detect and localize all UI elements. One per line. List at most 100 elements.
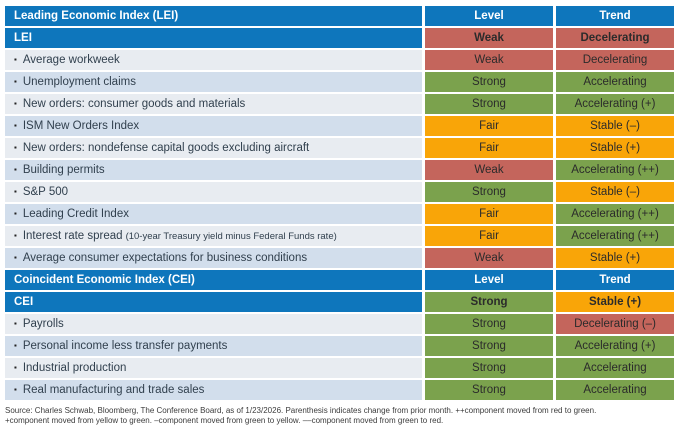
table-row: ▪ Building permits Weak Accelerating (++) xyxy=(5,160,679,180)
trend-badge: Accelerating (++) xyxy=(556,226,674,246)
trend-badge: Stable (+) xyxy=(556,248,674,268)
trend-badge: Stable (–) xyxy=(556,116,674,136)
section-summary-row: LEI Weak Decelerating xyxy=(5,28,679,48)
level-badge: Strong xyxy=(425,336,553,356)
level-column-header: Level xyxy=(425,6,553,26)
bullet-icon: ▪ xyxy=(14,362,17,372)
level-badge: Strong xyxy=(425,94,553,114)
indicator-label-text: Payrolls xyxy=(22,318,64,330)
footnote-line-1: Source: Charles Schwab, Bloomberg, The C… xyxy=(5,406,597,415)
level-badge: Fair xyxy=(425,116,553,136)
trend-badge: Accelerating (+) xyxy=(556,336,674,356)
table-row: ▪ Real manufacturing and trade sales Stron… xyxy=(5,380,679,400)
table-row: ▪ Personal income less transfer payments S… xyxy=(5,336,679,356)
trend-badge: Accelerating xyxy=(556,380,674,400)
table-row: ▪ Industrial production Strong Accelerating xyxy=(5,358,679,378)
table-row: ▪ ISM New Orders Index Fair Stable (–) xyxy=(5,116,679,136)
indicator-label: ▪ S&P 500 xyxy=(5,182,422,202)
level-badge: Strong xyxy=(425,358,553,378)
indicator-label: ▪ Average consumer expectations for busin… xyxy=(5,248,422,268)
table-row: ▪ Payrolls Strong Decelerating (–) xyxy=(5,314,679,334)
table-row: ▪ New orders: nondefense capital goods ex… xyxy=(5,138,679,158)
trend-badge: Decelerating xyxy=(556,50,674,70)
indicator-label-text: ISM New Orders Index xyxy=(22,120,140,132)
bullet-icon: ▪ xyxy=(14,208,17,218)
indicator-label-text: S&P 500 xyxy=(22,186,69,198)
indicator-label-text: Average workweek xyxy=(22,54,120,66)
section-title: Coincident Economic Index (CEI) xyxy=(5,270,422,290)
bullet-icon: ▪ xyxy=(14,384,17,394)
bullet-icon: ▪ xyxy=(14,120,17,130)
level-badge: Weak xyxy=(425,160,553,180)
level-badge: Fair xyxy=(425,204,553,224)
section-header-row: Coincident Economic Index (CEI) Level Tren… xyxy=(5,270,679,290)
level-badge: Strong xyxy=(425,182,553,202)
trend-badge: Accelerating xyxy=(556,358,674,378)
bullet-icon: ▪ xyxy=(14,318,17,328)
trend-badge: Accelerating (++) xyxy=(556,204,674,224)
trend-badge: Decelerating (–) xyxy=(556,314,674,334)
indicator-label: ▪ Real manufacturing and trade sales xyxy=(5,380,422,400)
section-summary-row: CEI Strong Stable (+) xyxy=(5,292,679,312)
indicator-label-text: New orders: consumer goods and materials xyxy=(22,98,246,110)
bullet-icon: ▪ xyxy=(14,252,17,262)
level-badge: Strong xyxy=(425,380,553,400)
source-footnote: Source: Charles Schwab, Bloomberg, The C… xyxy=(0,400,679,427)
bullet-icon: ▪ xyxy=(14,340,17,350)
indicator-label-text: Unemployment claims xyxy=(22,76,136,88)
bullet-icon: ▪ xyxy=(14,142,17,152)
table-row: ▪ Average workweek Weak Decelerating xyxy=(5,50,679,70)
bullet-icon: ▪ xyxy=(14,54,17,64)
indicator-label: ▪ Payrolls xyxy=(5,314,422,334)
level-badge: Fair xyxy=(425,138,553,158)
indicator-label: ▪ Building permits xyxy=(5,160,422,180)
table-row: ▪ Interest rate spread (10-year Treasury y… xyxy=(5,226,679,246)
indicator-label-text: Leading Credit Index xyxy=(22,208,129,220)
indicator-label-text: Average consumer expectations for busine… xyxy=(22,252,308,264)
indicator-label-text: Real manufacturing and trade sales xyxy=(22,384,205,396)
level-badge: Fair xyxy=(425,226,553,246)
trend-badge: Stable (–) xyxy=(556,182,674,202)
indicator-label: ▪ Average workweek xyxy=(5,50,422,70)
trend-column-header: Trend xyxy=(556,6,674,26)
bullet-icon: ▪ xyxy=(14,76,17,86)
trend-badge: Accelerating (+) xyxy=(556,94,674,114)
summary-label: LEI xyxy=(5,28,422,48)
footnote-line-2: +component moved from yellow to green. –… xyxy=(5,416,444,426)
trend-badge: Stable (+) xyxy=(556,138,674,158)
indicator-label: ▪ Leading Credit Index xyxy=(5,204,422,224)
table-row: ▪ Leading Credit Index Fair Accelerating (+… xyxy=(5,204,679,224)
level-column-header: Level xyxy=(425,270,553,290)
level-badge: Strong xyxy=(425,314,553,334)
section-title: Leading Economic Index (LEI) xyxy=(5,6,422,26)
bullet-icon: ▪ xyxy=(14,98,17,108)
indicator-label-text: Industrial production xyxy=(22,362,127,374)
indicator-label: ▪ Interest rate spread (10-year Treasury y… xyxy=(5,226,422,246)
summary-label: CEI xyxy=(5,292,422,312)
summary-level-badge: Weak xyxy=(425,28,553,48)
indicator-label-text: Interest rate spread xyxy=(22,230,123,242)
table-row: ▪ S&P 500 Strong Stable (–) xyxy=(5,182,679,202)
indicator-label: ▪ Industrial production xyxy=(5,358,422,378)
bullet-icon: ▪ xyxy=(14,230,17,240)
table-row: ▪ Unemployment claims Strong Accelerating xyxy=(5,72,679,92)
table-row: ▪ New orders: consumer goods and material… xyxy=(5,94,679,114)
trend-badge: Accelerating xyxy=(556,72,674,92)
trend-column-header: Trend xyxy=(556,270,674,290)
section-header-row: Leading Economic Index (LEI) Level Trend xyxy=(5,6,679,26)
level-badge: Strong xyxy=(425,72,553,92)
level-badge: Weak xyxy=(425,50,553,70)
summary-trend-badge: Stable (+) xyxy=(556,292,674,312)
indicator-label: ▪ New orders: consumer goods and material… xyxy=(5,94,422,114)
bullet-icon: ▪ xyxy=(14,164,17,174)
indicator-label-text: Building permits xyxy=(22,164,105,176)
indicator-label-text: Personal income less transfer payments xyxy=(22,340,228,352)
economic-index-table: Leading Economic Index (LEI) Level Trend LE… xyxy=(5,6,679,400)
indicator-label-note: (10-year Treasury yield minus Federal Fu… xyxy=(125,230,337,242)
table-row: ▪ Average consumer expectations for busin… xyxy=(5,248,679,268)
indicator-label-text: New orders: nondefense capital goods exc… xyxy=(22,142,310,154)
indicator-label: ▪ ISM New Orders Index xyxy=(5,116,422,136)
indicator-label: ▪ New orders: nondefense capital goods ex… xyxy=(5,138,422,158)
summary-level-badge: Strong xyxy=(425,292,553,312)
summary-trend-badge: Decelerating xyxy=(556,28,674,48)
